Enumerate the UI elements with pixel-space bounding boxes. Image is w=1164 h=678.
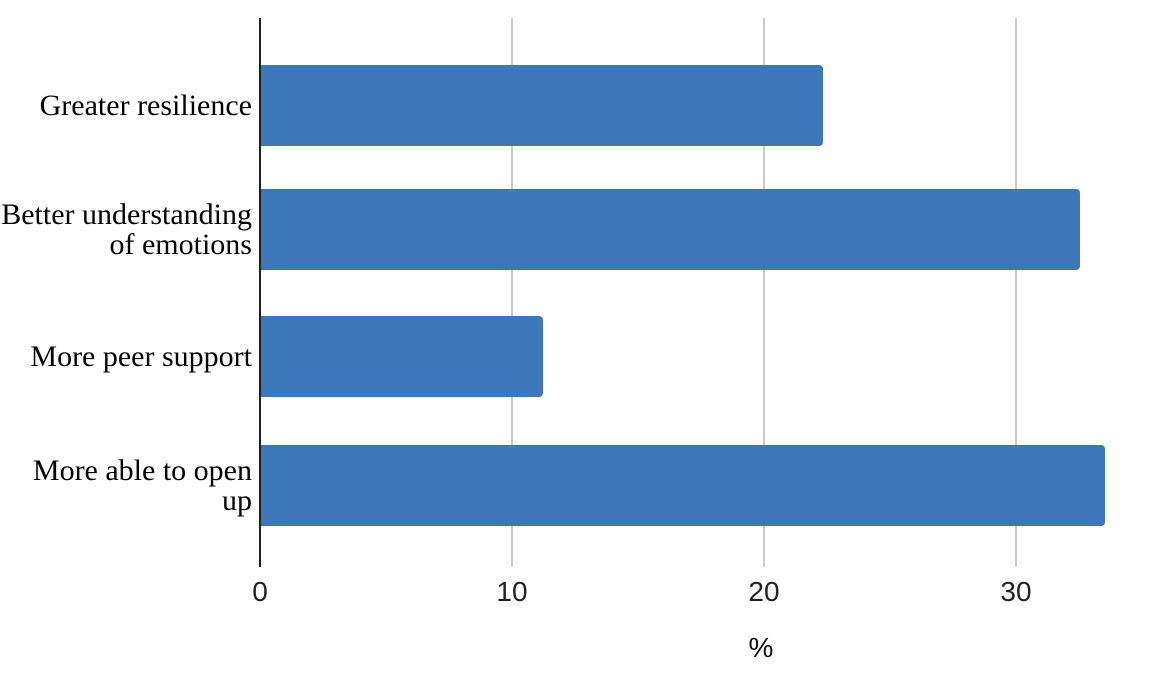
x-axis-title: % — [748, 632, 774, 663]
category-label: More able to open up — [32, 453, 252, 517]
x-tick-label: 20 — [748, 576, 780, 607]
bar — [261, 445, 1105, 526]
x-tick-label: 10 — [496, 576, 528, 607]
gridline-10 — [511, 18, 513, 567]
gridline-30 — [1015, 18, 1017, 567]
category-label: Greater resilience — [39, 88, 252, 122]
y-axis-line — [259, 18, 261, 567]
bar — [261, 189, 1080, 270]
x-tick-label: 30 — [1000, 576, 1032, 607]
bar — [261, 316, 543, 397]
gridline-20 — [763, 18, 765, 567]
bar — [261, 65, 823, 146]
category-label: More peer support — [30, 339, 252, 373]
x-tick-label: 0 — [252, 576, 268, 607]
category-label: Better understanding of emotions — [1, 197, 252, 261]
